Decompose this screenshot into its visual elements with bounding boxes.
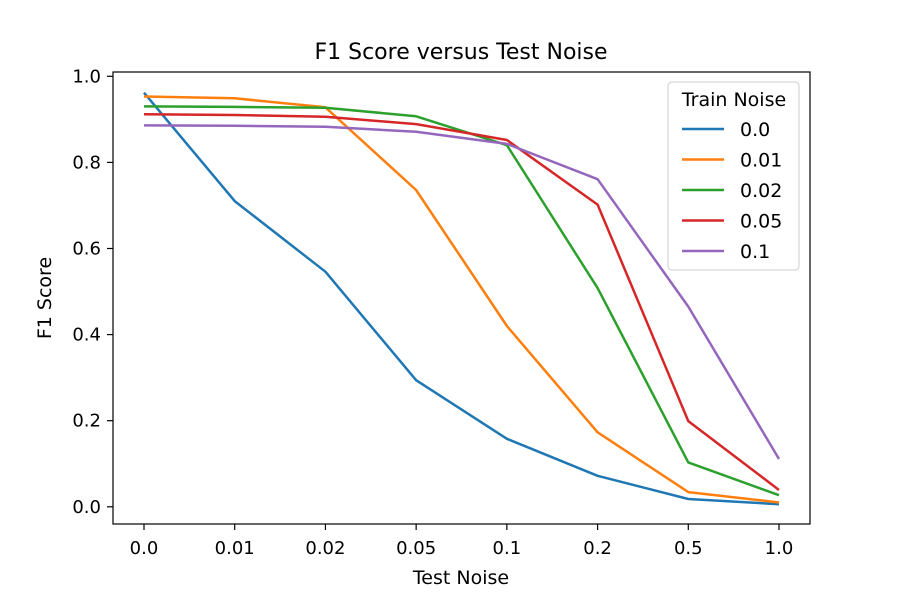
- y-tick-label: 0.6: [72, 238, 101, 259]
- legend: Train Noise 0.0 0.01 0.02 0.05 0.1: [667, 81, 800, 271]
- series-line-0.01: [143, 95, 780, 504]
- x-tick-label: 0.05: [396, 538, 436, 559]
- legend-entry: 0.1: [740, 241, 770, 263]
- x-tick-label: 0.0: [130, 538, 159, 559]
- y-axis-label: F1 Score: [34, 257, 56, 339]
- plot-area: [112, 71, 811, 525]
- y-tick-label: 0.4: [72, 325, 101, 346]
- legend-title: Train Noise: [681, 89, 786, 111]
- x-tick-label: 0.2: [583, 538, 612, 559]
- legend-entry: 0.01: [740, 150, 782, 172]
- x-tick-label: 1.0: [765, 538, 794, 559]
- legend-entry: 0.02: [740, 180, 782, 202]
- series-lines: [143, 91, 781, 506]
- series-line-0.0: [143, 91, 780, 506]
- legend-entry: 0.0: [740, 119, 770, 141]
- y-tick-label: 0.2: [72, 411, 101, 432]
- series-line-0.02: [143, 105, 780, 497]
- x-axis-label: Test Noise: [412, 567, 509, 589]
- x-tick-label: 0.01: [215, 538, 255, 559]
- y-tick-label: 1.0: [72, 66, 101, 87]
- x-tick-label: 0.5: [674, 538, 703, 559]
- x-axis: 0.0 0.01 0.02 0.05 0.1 0.2 0.5 1.0: [130, 524, 794, 559]
- y-axis: 0.0 0.2 0.4 0.6 0.8 1.0: [72, 66, 113, 518]
- y-tick-label: 0.0: [72, 497, 101, 518]
- series-line-0.05: [143, 112, 780, 491]
- series-line-0.1: [143, 124, 781, 460]
- legend-entry: 0.05: [740, 211, 782, 233]
- chart-title: F1 Score versus Test Noise: [314, 40, 607, 65]
- y-tick-label: 0.8: [72, 152, 101, 173]
- x-tick-label: 0.02: [305, 538, 345, 559]
- x-tick-label: 0.1: [493, 538, 522, 559]
